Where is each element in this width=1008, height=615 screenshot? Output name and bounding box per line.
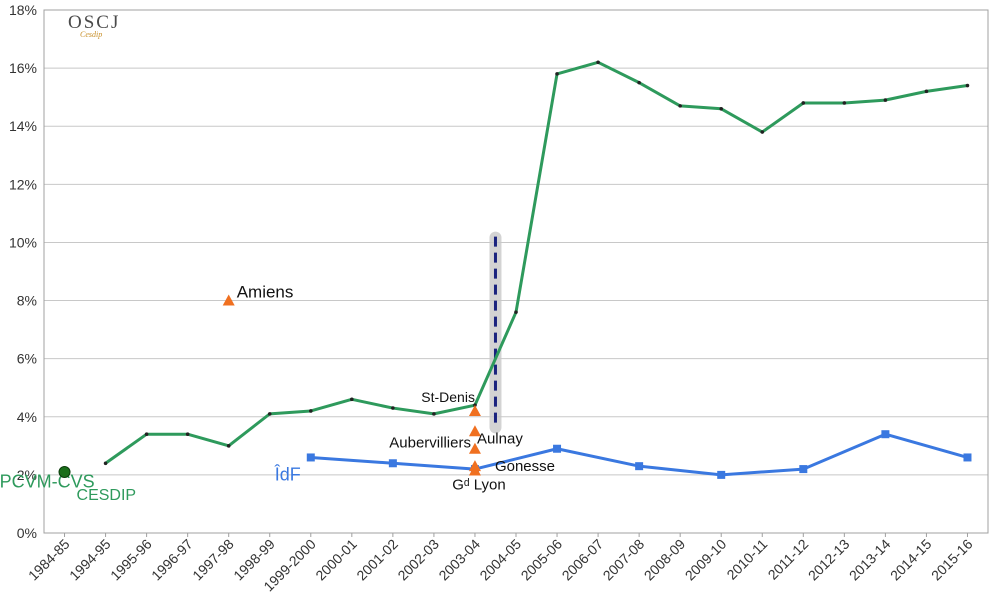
series-point bbox=[103, 461, 108, 466]
series-point bbox=[144, 432, 149, 437]
x-tick-label: 1996-97 bbox=[148, 536, 196, 584]
series-point bbox=[963, 453, 972, 462]
series-point bbox=[678, 104, 682, 108]
series-point bbox=[799, 465, 808, 474]
x-tick-label: 1995-96 bbox=[107, 536, 155, 584]
x-tick-label: 2004-05 bbox=[476, 536, 524, 584]
series-point bbox=[388, 459, 397, 468]
series-point bbox=[717, 470, 726, 479]
series-point bbox=[555, 72, 559, 76]
series-point bbox=[432, 412, 436, 416]
series-point bbox=[883, 98, 888, 102]
x-tick-label: 2001-02 bbox=[353, 536, 401, 584]
series-point bbox=[226, 444, 231, 448]
series-point bbox=[350, 397, 354, 402]
y-tick-label: 16% bbox=[9, 60, 37, 76]
series-point bbox=[719, 106, 724, 111]
x-tick-label: 2015-16 bbox=[928, 536, 976, 584]
point-label: Amiens bbox=[237, 283, 294, 302]
x-tick-label: 2008-09 bbox=[641, 536, 689, 584]
x-tick-label: 2007-08 bbox=[600, 536, 648, 584]
point-marker bbox=[222, 294, 235, 306]
x-tick-label: 2012-13 bbox=[805, 536, 853, 584]
point-marker bbox=[468, 464, 481, 476]
series-point bbox=[842, 101, 847, 105]
x-tick-label: 2013-14 bbox=[846, 536, 894, 584]
x-tick-label: 1994-95 bbox=[66, 536, 114, 584]
series-point bbox=[308, 409, 313, 413]
oscj-logo: OSCJ Cesdip bbox=[68, 12, 120, 39]
logo-text: OSCJ bbox=[68, 12, 121, 33]
x-tick-label: 2009-10 bbox=[682, 536, 730, 584]
x-tick-label: 2014-15 bbox=[887, 536, 935, 584]
x-tick-label: 1984-85 bbox=[25, 536, 73, 584]
series-point bbox=[924, 89, 929, 94]
y-tick-label: 14% bbox=[9, 118, 37, 134]
series-point bbox=[553, 444, 562, 453]
y-tick-label: 0% bbox=[17, 525, 37, 541]
series-line-0 bbox=[104, 60, 968, 465]
series-label: EPCVM-CVS bbox=[0, 471, 95, 491]
point-marker bbox=[468, 425, 481, 437]
point-label: CESDIP bbox=[77, 487, 137, 504]
x-tick-label: 2002-03 bbox=[394, 536, 442, 584]
y-tick-label: 4% bbox=[17, 409, 37, 425]
y-tick-label: 2% bbox=[17, 467, 37, 483]
x-tick-label: 1997-98 bbox=[189, 536, 237, 584]
series-point bbox=[881, 430, 890, 439]
series-label: ÎdF bbox=[274, 464, 301, 484]
series-point bbox=[965, 83, 970, 88]
point-label: Aubervilliers bbox=[389, 435, 471, 452]
point-marker bbox=[468, 404, 481, 416]
series-point bbox=[306, 453, 315, 462]
series-point bbox=[801, 101, 806, 105]
plot-frame bbox=[43, 9, 989, 534]
series-point bbox=[760, 130, 765, 134]
x-tick-label: 2005-06 bbox=[518, 536, 566, 584]
series-point bbox=[596, 60, 600, 65]
y-tick-label: 10% bbox=[9, 234, 37, 250]
point-label: St-Denis bbox=[421, 389, 475, 405]
y-tick-label: 12% bbox=[9, 176, 37, 192]
series-point bbox=[391, 406, 395, 410]
series-point bbox=[514, 310, 518, 314]
reference-band bbox=[489, 231, 502, 434]
point-label: Gonesse bbox=[495, 458, 555, 475]
y-tick-label: 6% bbox=[17, 351, 37, 367]
series-point bbox=[185, 432, 190, 437]
point-marker bbox=[468, 442, 481, 454]
series-point bbox=[637, 80, 641, 85]
x-tick-label: 2011-12 bbox=[765, 536, 812, 583]
series-point bbox=[267, 412, 272, 416]
x-tick-label: 2010-11 bbox=[723, 536, 770, 583]
x-tick-label: 2003-04 bbox=[435, 536, 483, 584]
x-tick-label: 2000-01 bbox=[312, 536, 360, 584]
point-marker bbox=[58, 465, 71, 478]
y-tick-label: 18% bbox=[9, 2, 37, 18]
point-label: Gᵈ Lyon bbox=[452, 477, 505, 494]
logo-subtext: Cesdip bbox=[80, 30, 103, 39]
x-tick-label: 2006-07 bbox=[559, 536, 607, 584]
y-tick-label: 8% bbox=[17, 293, 37, 309]
point-label: Aulnay bbox=[477, 430, 523, 447]
series-point bbox=[635, 462, 644, 471]
